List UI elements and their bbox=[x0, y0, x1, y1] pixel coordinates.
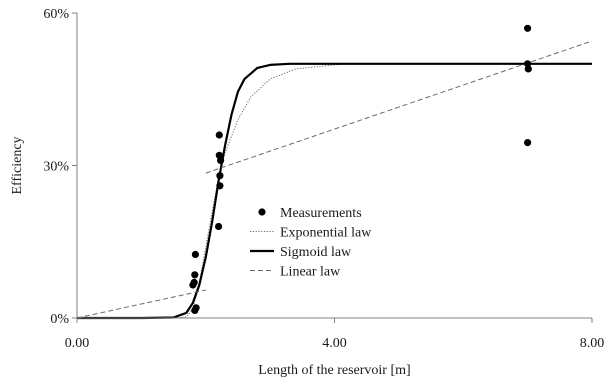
measurement-point bbox=[524, 24, 532, 32]
measurement-point bbox=[524, 139, 532, 147]
x-tick-label: 8.00 bbox=[580, 336, 605, 351]
linear-law-line bbox=[205, 40, 593, 174]
measurement-point bbox=[215, 151, 223, 159]
measurement-point bbox=[215, 222, 223, 231]
legend-label-sigmoid-law: Sigmoid law bbox=[280, 245, 352, 260]
y-tick-label: 60% bbox=[43, 7, 69, 22]
measurement-point bbox=[191, 271, 199, 279]
y-axis-title: Efficiency bbox=[10, 136, 25, 194]
legend-box bbox=[246, 199, 392, 282]
x-tick-label: 0.00 bbox=[65, 336, 90, 351]
measurement-point bbox=[192, 304, 200, 312]
y-tick-label: 30% bbox=[43, 160, 69, 175]
measurement-point bbox=[216, 172, 224, 180]
legend-label-exponential-law: Exponential law bbox=[280, 226, 372, 241]
measurement-point bbox=[215, 131, 223, 139]
y-tick-label: 0% bbox=[50, 312, 69, 327]
legend: Measurements Exponential law Sigmoid law Li… bbox=[246, 199, 392, 282]
plot-area bbox=[76, 24, 593, 320]
measurement-point bbox=[191, 250, 199, 259]
ticks: 0.00 4.00 8.00 0% 30% 60% bbox=[43, 7, 604, 351]
exponential-law-line bbox=[173, 63, 592, 319]
measurement-point bbox=[216, 182, 224, 190]
legend-marker-measurements bbox=[258, 208, 266, 216]
measurement-point bbox=[190, 278, 198, 286]
measurement-point bbox=[524, 60, 532, 68]
sigmoid-law-line bbox=[77, 62, 592, 320]
legend-label-linear-law: Linear law bbox=[280, 265, 341, 280]
x-tick-label: 4.00 bbox=[322, 336, 347, 351]
linear-law-line bbox=[76, 289, 206, 319]
x-axis-title: Length of the reservoir [m] bbox=[258, 363, 410, 378]
legend-label-measurements: Measurements bbox=[280, 206, 362, 221]
